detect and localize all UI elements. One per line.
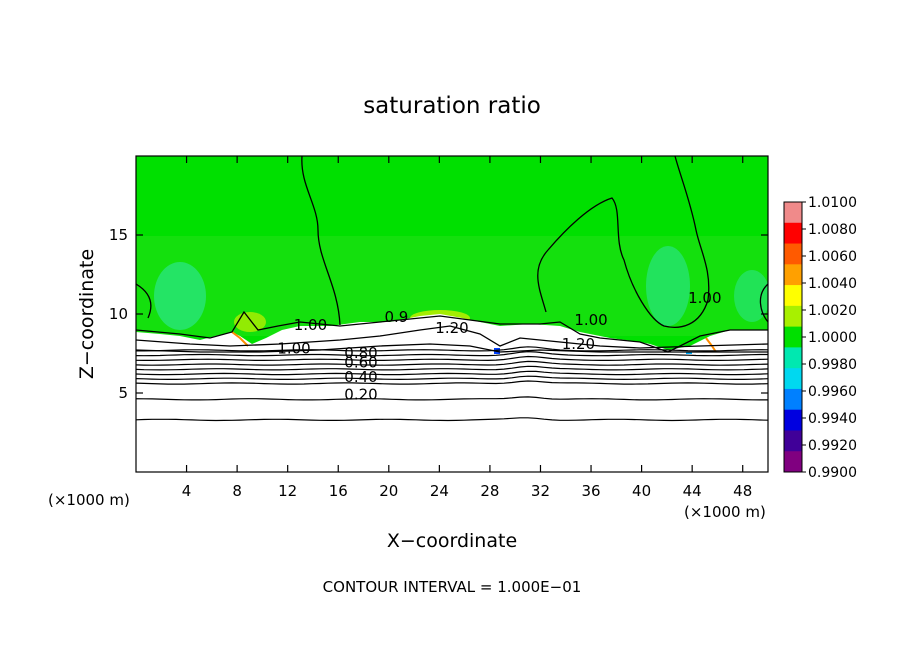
colorbar-label: 0.9940 (808, 411, 857, 427)
contour-label: 0.40 (344, 368, 377, 386)
colorbar-swatch (784, 243, 802, 265)
y-tick-label: 15 (109, 226, 128, 244)
contour-cloud-bottom (136, 343, 768, 353)
contour-line-level (136, 355, 768, 362)
x-tick-label: 24 (430, 482, 449, 500)
contour-label: 1.20 (562, 335, 595, 353)
contour-line-3 (136, 283, 152, 319)
colorbar-label: 0.9980 (808, 357, 857, 373)
contour-line-level (136, 350, 768, 357)
colorbar-label: 1.0100 (808, 195, 857, 211)
x-tick-label: 20 (379, 482, 398, 500)
colorbar-swatch (784, 430, 802, 452)
colorbar-swatch (784, 451, 802, 473)
contour-line-4 (759, 283, 768, 323)
colorbar-swatch (784, 305, 802, 328)
contour-label: 0.20 (344, 385, 377, 403)
contour-label: 1.00 (294, 316, 327, 334)
cyan-patch-right (646, 246, 690, 326)
x-axis-label: X−coordinate (387, 530, 517, 552)
contour-label: 1.20 (435, 319, 468, 337)
cloud-region (136, 314, 768, 356)
colorbar-swatch (784, 222, 802, 245)
x-tick-label: 40 (632, 482, 651, 500)
y-axis-ticks: 5 10 15 (109, 226, 768, 402)
colorbar-label: 1.0020 (808, 303, 857, 319)
contour-cloud-mid (136, 325, 768, 349)
x-tick-label: 48 (733, 482, 752, 500)
x-tick-label: 4 (182, 482, 192, 500)
contour-label: 1.00 (688, 289, 721, 307)
colorbar: 1.0100 1.0080 1.0060 1.0040 1.0020 1.0000 0.99… (783, 195, 857, 481)
x-tick-label: 36 (581, 482, 600, 500)
x-unit-label-right: (×1000 m) (684, 503, 766, 521)
contour-line-level (136, 346, 768, 352)
contour-interval-footer: CONTOUR INTERVAL = 1.000E−01 (323, 578, 582, 596)
contour-label: 0.60 (344, 354, 377, 372)
lower-layer (136, 354, 768, 472)
y-tick-label: 5 (118, 384, 128, 402)
colorbar-swatch (784, 264, 802, 286)
contour-stack (136, 346, 768, 422)
colorbar-swatch (784, 285, 802, 307)
contour-line-1 (301, 156, 341, 326)
plot-area (136, 156, 768, 472)
contour-label: 0.9 (384, 308, 408, 326)
x-tick-label: 8 (232, 482, 242, 500)
colorbar-label: 0.9900 (808, 465, 857, 481)
x-tick-label: 12 (278, 482, 297, 500)
contour-label: 0.80 (344, 344, 377, 362)
contour-line-level (136, 370, 768, 376)
x-tick-label: 16 (329, 482, 348, 500)
contour-line-level (136, 360, 768, 366)
contour-line-level (136, 380, 768, 385)
x-unit-label-left: (×1000 m) (48, 491, 130, 509)
chart-title: saturation ratio (363, 93, 541, 119)
contour-label: 1.00 (574, 311, 607, 329)
contour-line-level (136, 365, 768, 371)
colorbar-swatch (784, 347, 802, 369)
y-axis-label: Z−coordinate (76, 249, 98, 379)
colorbar-swatch (784, 388, 802, 411)
x-tick-label: 32 (531, 482, 550, 500)
contour-line-2 (537, 156, 710, 328)
cyan-patch-left (154, 262, 206, 330)
y-tick-label: 10 (109, 305, 128, 323)
x-tick-label: 28 (480, 482, 499, 500)
colorbar-swatch (784, 409, 802, 431)
contour-labels: 1.00 1.00 0.800.600.400.20 1.20 0.9 1.00 1.20 1… (277, 289, 721, 403)
x-axis-ticks: 4 8 12 16 20 24 28 32 36 40 44 48 (182, 156, 752, 500)
colorbar-swatch (784, 368, 802, 390)
colorbar-swatch (784, 326, 802, 348)
colorbar-label: 1.0040 (808, 276, 857, 292)
colorbar-label: 0.9960 (808, 384, 857, 400)
contour-line-level (136, 417, 768, 422)
x-tick-label: 44 (683, 482, 702, 500)
contour-label: 1.00 (277, 340, 310, 358)
cyan-patch-right2 (734, 270, 768, 322)
colorbar-label: 0.9920 (808, 438, 857, 454)
colorbar-label: 1.0060 (808, 249, 857, 265)
colorbar-label: 1.0080 (808, 222, 857, 238)
colorbar-label: 1.0000 (808, 330, 857, 346)
contour-line-level (136, 396, 768, 401)
cloud-edge-orange (231, 331, 249, 347)
contour-line-level (136, 375, 768, 381)
colorbar-swatch (784, 202, 802, 224)
yellow-patch2 (234, 312, 266, 332)
contour-cloud-top (136, 310, 768, 353)
